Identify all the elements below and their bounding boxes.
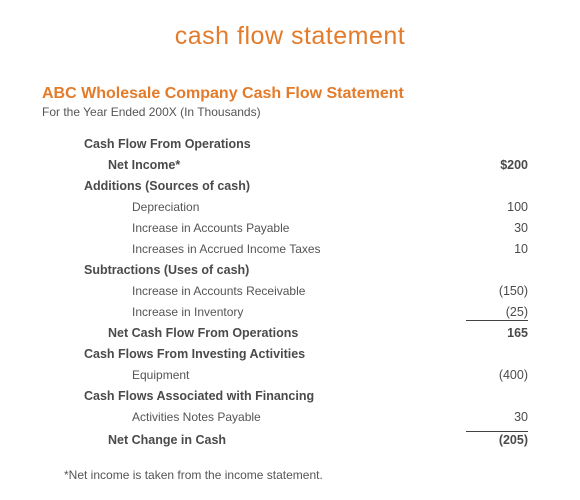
footnote: *Net income is taken from the income sta…	[42, 468, 538, 482]
table-row: Cash Flows From Investing Activities	[84, 347, 528, 368]
row-value: 10	[466, 242, 528, 256]
statement-period: For the Year Ended 200X (In Thousands)	[42, 105, 538, 119]
row-value: 30	[466, 221, 528, 235]
cash-flow-table: Cash Flow From Operations Net Income*$200…	[42, 137, 538, 452]
row-label: Equipment	[84, 368, 466, 382]
row-label: Increase in Accounts Receivable	[84, 284, 466, 298]
table-row: Additions (Sources of cash)	[84, 179, 528, 200]
table-row: Cash Flow From Operations	[84, 137, 528, 158]
row-label: Increase in Inventory	[84, 305, 466, 319]
row-value: (150)	[466, 284, 528, 298]
row-value: (205)	[466, 431, 528, 447]
row-label: Additions (Sources of cash)	[84, 179, 466, 193]
row-label: Activities Notes Payable	[84, 410, 466, 424]
table-row: Cash Flows Associated with Financing	[84, 389, 528, 410]
table-row: Depreciation100	[84, 200, 528, 221]
table-row: Equipment(400)	[84, 368, 528, 389]
table-row: Net Income*$200	[84, 158, 528, 179]
table-row: Increases in Accrued Income Taxes10	[84, 242, 528, 263]
page-title: cash flow statement	[42, 22, 538, 51]
row-label: Cash Flows From Investing Activities	[84, 347, 466, 361]
row-value: (25)	[466, 305, 528, 321]
table-row: Increase in Inventory(25)	[84, 305, 528, 326]
table-row: Net Cash Flow From Operations165	[84, 326, 528, 347]
row-label: Depreciation	[84, 200, 466, 214]
statement-title: ABC Wholesale Company Cash Flow Statemen…	[42, 85, 538, 103]
table-row: Subtractions (Uses of cash)	[84, 263, 528, 284]
row-label: Net Change in Cash	[84, 433, 466, 447]
row-value: 100	[466, 200, 528, 214]
table-row: Activities Notes Payable30	[84, 410, 528, 431]
row-label: Increase in Accounts Payable	[84, 221, 466, 235]
table-row: Net Change in Cash(205)	[84, 431, 528, 452]
row-label: Increases in Accrued Income Taxes	[84, 242, 466, 256]
row-value: (400)	[466, 368, 528, 382]
row-label: Cash Flows Associated with Financing	[84, 389, 466, 403]
row-label: Subtractions (Uses of cash)	[84, 263, 466, 277]
table-row: Increase in Accounts Payable30	[84, 221, 528, 242]
table-row: Increase in Accounts Receivable(150)	[84, 284, 528, 305]
row-value: 30	[466, 410, 528, 424]
row-label: Net Income*	[84, 158, 466, 172]
row-label: Net Cash Flow From Operations	[84, 326, 466, 340]
row-label: Cash Flow From Operations	[84, 137, 466, 151]
row-value: 165	[466, 326, 528, 340]
row-value: $200	[466, 158, 528, 172]
